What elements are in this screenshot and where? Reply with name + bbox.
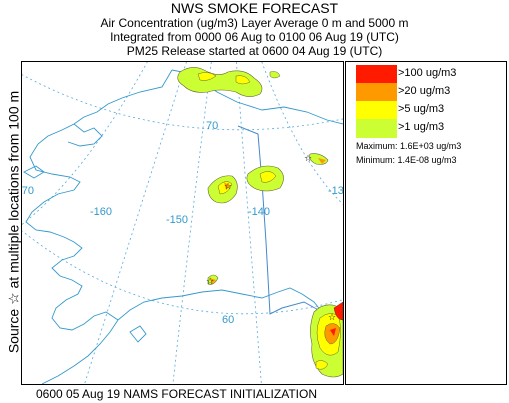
forecast-initialization-footer: 0600 05 Aug 19 NAMS FORECAST INITIALIZAT… — [36, 387, 317, 401]
graticule-lines — [22, 62, 343, 384]
smoke-plume-southwest — [207, 274, 219, 285]
legend-label-20: >20 ug/m3 — [398, 85, 451, 97]
chart-subtitle-concentration: Air Concentration (ug/m3) Layer Average … — [100, 16, 409, 30]
smoke-plume-central — [207, 165, 284, 204]
legend-label-100: >100 ug/m3 — [398, 67, 457, 79]
source-star-southwest: ☆ — [206, 277, 214, 287]
meridian-170 — [22, 62, 148, 225]
lon-label-130: -130 — [328, 185, 343, 197]
legend-label-5: >5 ug/m3 — [398, 103, 445, 115]
meridian-140 — [235, 62, 262, 384]
legend-maximum: Maximum: 1.6E+03 ug/m3 — [356, 141, 462, 151]
south-coast — [117, 287, 323, 321]
legend-label-1: >1 ug/m3 — [398, 121, 445, 133]
lon-label-150: -150 — [166, 214, 188, 226]
coastline — [23, 69, 343, 384]
source-markers: ☆ ☆ ☆ ☆ — [206, 154, 336, 323]
st-lawrence-island — [23, 165, 45, 179]
smoke-plumes — [177, 67, 343, 378]
chart-subtitle-integration: Integrated from 0000 06 Aug to 0100 06 A… — [110, 30, 399, 44]
legend-swatch-1 — [356, 119, 397, 138]
parallel-70 — [22, 74, 343, 131]
source-star-central: ☆ — [224, 182, 232, 192]
norton-sound — [67, 123, 103, 147]
legend-swatch-20 — [356, 83, 397, 102]
alaska-map: ☆ ☆ ☆ ☆ -170 -160 -150 -140 -130 70 60 — [22, 62, 343, 384]
source-star-southeast: ☆ — [328, 313, 336, 323]
meridian-160 — [84, 62, 187, 384]
kodiak-island — [129, 325, 147, 343]
meridian-130 — [261, 62, 343, 205]
source-star-yukon: ☆ — [304, 154, 312, 164]
legend-swatch-100 — [356, 65, 397, 84]
chart-subtitle-release: PM25 Release started at 0600 04 Aug 19 (… — [126, 44, 383, 58]
canada-border — [237, 125, 323, 315]
lon-label-160: -160 — [90, 206, 112, 218]
chart-title: NWS SMOKE FORECAST — [170, 0, 339, 16]
legend-swatch-5 — [356, 101, 397, 120]
lon-label-170: -170 — [22, 185, 34, 197]
source-location-label: Source ☆ at multiple locations from 100 … — [5, 90, 22, 354]
west-coast — [25, 69, 173, 331]
legend-panel: >100 ug/m3 >20 ug/m3 >5 ug/m3 >1 ug/m3 M… — [345, 61, 507, 385]
smoke-plume-north — [177, 67, 281, 97]
map-panel: ☆ ☆ ☆ ☆ -170 -160 -150 -140 -130 70 60 — [21, 61, 344, 385]
meridian-150 — [172, 62, 212, 384]
lon-label-140: -140 — [248, 206, 270, 218]
parallel-60 — [22, 230, 343, 315]
lat-label-60: 60 — [222, 314, 234, 326]
smoke-plume-southeast — [310, 301, 343, 378]
smoke-plume-yukon — [309, 153, 329, 165]
legend-minimum: Minimum: 1.4E-08 ug/m3 — [356, 155, 457, 165]
lat-label-70: 70 — [206, 120, 218, 132]
peninsula — [41, 319, 119, 384]
